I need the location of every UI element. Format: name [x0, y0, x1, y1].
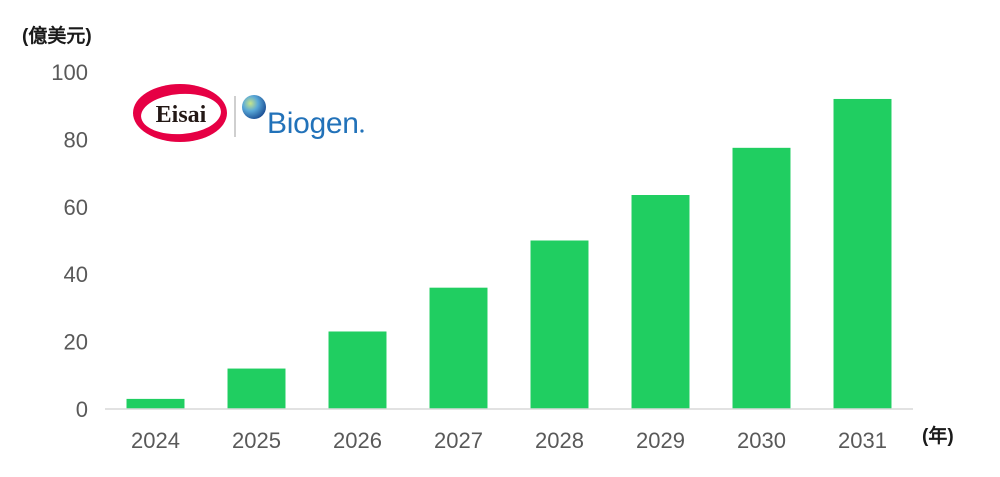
- y-tick-label-60: 60: [64, 195, 88, 220]
- eisai-logo-inner: [141, 93, 221, 135]
- x-tick-label-2028: 2028: [535, 428, 584, 453]
- bar-2028: [530, 240, 589, 409]
- x-tick-label-2025: 2025: [232, 428, 281, 453]
- y-tick-label-0: 0: [76, 397, 88, 422]
- bar-2029: [631, 195, 690, 409]
- eisai-logo: Eisai: [133, 84, 227, 142]
- biogen-logo: Biogen: [242, 95, 364, 140]
- x-tick-label-2026: 2026: [333, 428, 382, 453]
- biogen-globe-icon: [242, 95, 266, 119]
- bar-2031: [833, 98, 892, 410]
- x-axis-ticks: 2024 2025 2026 2027 2028 2029 2030 2031: [131, 428, 887, 453]
- bar-2025: [227, 368, 286, 409]
- x-tick-label-2024: 2024: [131, 428, 180, 453]
- x-axis-label: (年): [922, 424, 954, 447]
- bar-2027: [429, 287, 488, 409]
- bar-2026: [328, 331, 387, 409]
- x-tick-label-2030: 2030: [737, 428, 786, 453]
- biogen-registered-mark: [360, 129, 364, 133]
- bars: [126, 98, 892, 410]
- y-tick-label-80: 80: [64, 127, 88, 152]
- y-tick-label-100: 100: [51, 60, 88, 85]
- y-tick-label-40: 40: [64, 262, 88, 287]
- bar-2030: [732, 147, 791, 409]
- x-tick-label-2029: 2029: [636, 428, 685, 453]
- y-tick-label-20: 20: [64, 330, 88, 355]
- biogen-logo-text: Biogen: [267, 107, 359, 140]
- x-tick-label-2031: 2031: [838, 428, 887, 453]
- eisai-logo-text: Eisai: [156, 102, 207, 128]
- bar-2024: [126, 398, 185, 409]
- y-axis-label: (億美元): [22, 24, 92, 47]
- x-tick-label-2027: 2027: [434, 428, 483, 453]
- y-axis-ticks: 0 20 40 60 80 100: [51, 60, 88, 422]
